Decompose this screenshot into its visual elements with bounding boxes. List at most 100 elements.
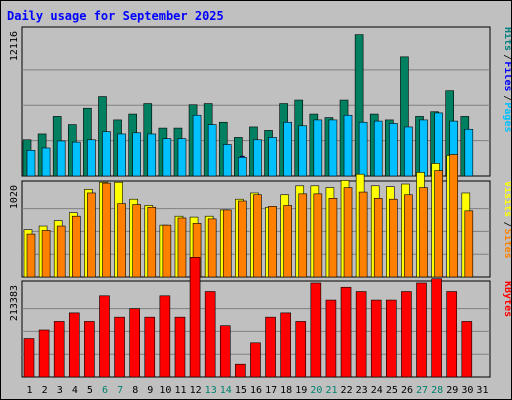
x-tick-label-day-12: 12 xyxy=(190,385,202,396)
bar-pages-day-30 xyxy=(464,128,474,177)
bar-sites-day-7 xyxy=(117,203,126,278)
bar-pages-day-19 xyxy=(298,125,308,177)
bar-pages-day-22 xyxy=(343,114,353,177)
bar-kbytes-day-7 xyxy=(114,316,125,378)
bar-sites-day-15 xyxy=(238,200,247,278)
bar-sites-day-5 xyxy=(87,192,96,278)
x-tick-label-day-19: 19 xyxy=(295,385,307,396)
x-tick-label-day-1: 1 xyxy=(27,385,33,396)
bar-sites-day-27 xyxy=(419,187,428,278)
x-tick-label-day-16: 16 xyxy=(250,385,262,396)
bar-sites-day-13 xyxy=(207,218,217,278)
x-tick-label-day-25: 25 xyxy=(386,385,398,396)
bar-kbytes-day-18 xyxy=(280,312,291,378)
bar-kbytes-day-23 xyxy=(355,291,367,378)
bar-kbytes-day-9 xyxy=(144,316,156,378)
x-tick-label-day-2: 2 xyxy=(42,385,48,396)
bar-pages-day-18 xyxy=(283,121,292,177)
bar-kbytes-day-4 xyxy=(68,312,80,378)
legend-separator: / xyxy=(502,222,511,228)
bar-kbytes-day-20 xyxy=(310,282,322,378)
bar-sites-day-29 xyxy=(449,154,459,278)
legend-sites: Sites xyxy=(502,229,511,259)
x-tick-label-day-23: 23 xyxy=(356,385,368,396)
bar-kbytes-day-12 xyxy=(189,257,201,378)
bar-pages-day-12 xyxy=(192,114,202,177)
chart-title: Daily usage for September 2025 xyxy=(7,9,224,23)
bar-sites-day-4 xyxy=(71,215,81,278)
x-tick-label-day-21: 21 xyxy=(325,385,337,396)
panel-kbytes: 213383 KBytes xyxy=(9,257,511,378)
legend-separator: / xyxy=(502,95,511,101)
legend-separator: / xyxy=(502,54,511,60)
bar-pages-day-13 xyxy=(207,124,217,177)
bar-sites-day-26 xyxy=(404,194,413,278)
bar-pages-day-3 xyxy=(56,140,66,177)
bar-pages-day-26 xyxy=(404,126,413,177)
legend-kbytes: KBytes xyxy=(502,281,511,317)
x-tick-label-day-17: 17 xyxy=(265,385,277,396)
bar-kbytes-day-16 xyxy=(250,342,261,378)
bar-pages-day-14 xyxy=(222,144,232,177)
x-tick-label-day-10: 10 xyxy=(159,385,171,396)
bar-kbytes-day-2 xyxy=(38,329,50,378)
bar-kbytes-day-8 xyxy=(129,308,140,378)
x-tick-label-day-26: 26 xyxy=(401,385,413,396)
bar-sites-day-20 xyxy=(313,193,323,278)
bar-kbytes-day-28 xyxy=(431,278,442,378)
bar-kbytes-day-10 xyxy=(159,295,171,378)
bar-sites-day-10 xyxy=(162,224,172,278)
bar-kbytes-day-25 xyxy=(386,299,397,378)
bar-pages-day-21 xyxy=(328,119,338,177)
bar-pages-day-25 xyxy=(389,123,398,177)
bar-sites-day-19 xyxy=(298,193,308,278)
bar-sites-day-14 xyxy=(222,209,232,278)
bar-pages-day-27 xyxy=(419,119,428,177)
bar-pages-day-11 xyxy=(177,138,187,177)
x-tick-label-day-27: 27 xyxy=(416,385,428,396)
x-tick-label-day-9: 9 xyxy=(147,385,153,396)
x-tick-label-day-6: 6 xyxy=(102,385,108,396)
bar-sites-day-22 xyxy=(343,187,353,278)
bar-pages-day-23 xyxy=(358,121,368,177)
bar-pages-day-9 xyxy=(147,133,157,177)
x-tick-label-day-30: 30 xyxy=(461,385,473,396)
bar-kbytes-day-29 xyxy=(446,291,458,378)
legend-files: Files xyxy=(502,61,511,91)
bar-kbytes-day-1 xyxy=(23,338,35,378)
bar-pages-day-6 xyxy=(102,131,111,177)
bar-sites-day-18 xyxy=(283,205,292,278)
legend-hits: Hits xyxy=(502,27,511,51)
x-tick-label-day-14: 14 xyxy=(220,385,232,396)
bar-kbytes-day-13 xyxy=(204,291,216,378)
bar-pages-day-7 xyxy=(117,133,126,177)
x-tick-label-day-11: 11 xyxy=(174,385,186,396)
bar-sites-day-3 xyxy=(56,225,66,278)
bar-sites-day-6 xyxy=(102,182,111,278)
x-tick-label-day-5: 5 xyxy=(87,385,93,396)
bar-pages-day-10 xyxy=(162,138,172,177)
x-tick-label-day-20: 20 xyxy=(310,385,322,396)
bar-sites-day-17 xyxy=(268,206,277,278)
bar-sites-day-8 xyxy=(132,204,141,278)
bar-pages-day-16 xyxy=(253,139,262,177)
bar-kbytes-day-17 xyxy=(265,316,276,378)
bar-pages-day-5 xyxy=(87,139,96,177)
bar-sites-day-9 xyxy=(147,206,157,278)
bar-kbytes-day-21 xyxy=(325,299,337,378)
legend-pages: Pages xyxy=(502,102,511,132)
bar-pages-day-17 xyxy=(268,137,277,177)
panel-visits: 1020 Visits /Sites xyxy=(9,154,511,278)
x-tick-label-day-29: 29 xyxy=(446,385,458,396)
bar-sites-day-2 xyxy=(41,230,51,278)
x-tick-label-day-7: 7 xyxy=(117,385,123,396)
bar-pages-day-8 xyxy=(132,132,141,177)
bar-sites-day-24 xyxy=(373,198,383,278)
bar-pages-day-24 xyxy=(373,120,383,177)
panel-kbytes-max-label: 213383 xyxy=(9,285,20,321)
bar-sites-day-23 xyxy=(358,191,368,278)
bar-sites-day-28 xyxy=(434,170,443,278)
x-tick-label-day-8: 8 xyxy=(132,385,138,396)
